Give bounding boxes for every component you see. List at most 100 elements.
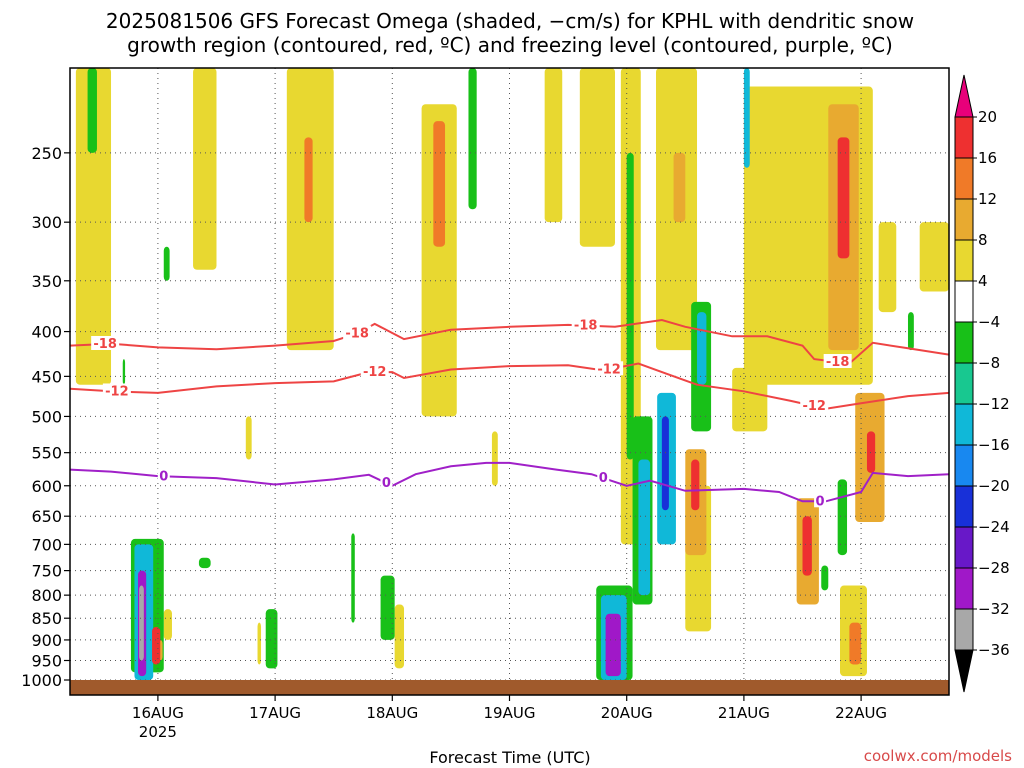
y-tick-label: 850 <box>31 609 62 628</box>
omega-cell <box>691 459 700 511</box>
omega-cell <box>152 627 161 665</box>
colorbar-segment <box>954 485 974 528</box>
contour-label-bg <box>597 470 610 485</box>
contour-label-bg <box>595 361 624 376</box>
omega-cell <box>802 516 812 576</box>
contour-label: -18 <box>93 337 117 352</box>
omega-cell <box>75 68 112 385</box>
omega-cell <box>849 622 862 665</box>
y-tick-label: 450 <box>31 367 62 386</box>
x-tick-label: 21AUG <box>718 704 770 722</box>
contour-label: 0 <box>816 494 825 509</box>
colorbar-label: −4 <box>978 313 1000 331</box>
colorbar-label: −36 <box>978 641 1010 659</box>
contour-label: -18 <box>826 355 850 370</box>
omega-cell <box>139 585 144 661</box>
contour-label-bg <box>343 325 372 340</box>
colorbar-label: 4 <box>978 272 988 290</box>
omega-cell <box>304 137 313 223</box>
omega-cell <box>743 68 750 168</box>
contour-label-bg <box>571 317 600 332</box>
omega-cell <box>919 222 949 292</box>
terrain-band <box>70 680 949 695</box>
contour-label: 0 <box>382 476 391 491</box>
x-axis-label: Forecast Time (UTC) <box>429 748 590 767</box>
y-tick-label: 550 <box>31 444 62 463</box>
x-tick-label: 18AUG <box>366 704 418 722</box>
colorbar-segment <box>954 403 974 446</box>
y-tick-label: 1000 <box>21 671 62 690</box>
y-tick-label: 800 <box>31 586 62 605</box>
omega-cell <box>821 565 829 591</box>
omega-cell <box>544 68 563 223</box>
y-tick-label: 900 <box>31 631 62 650</box>
contour-label: -12 <box>597 362 621 377</box>
x-tick-label: 20AUG <box>601 704 653 722</box>
colorbar-label: −32 <box>978 600 1010 618</box>
x-tick-sublabel: 2025 <box>139 723 177 741</box>
colorbar-segment <box>954 116 974 159</box>
contour-label-bg <box>380 475 393 490</box>
omega-cell <box>866 431 876 473</box>
omega-cell <box>837 479 848 556</box>
contour-label-bg <box>814 493 827 508</box>
colorbar-label: −8 <box>978 354 1000 372</box>
colorbar-label: 20 <box>978 108 997 126</box>
colorbar-label: 12 <box>978 190 997 208</box>
omega-cell <box>122 359 126 385</box>
omega-cell <box>638 459 651 596</box>
colorbar-label: −24 <box>978 518 1010 536</box>
colorbar-label: −20 <box>978 477 1010 495</box>
colorbar-label: −28 <box>978 559 1010 577</box>
omega-cell <box>605 613 621 677</box>
contour-label-bg <box>91 335 120 350</box>
contour-lines: -18 -18 -18 -18 -12 -12 -12 -12 0 0 0 0 <box>70 317 949 509</box>
omega-cell <box>265 609 278 669</box>
y-tick-label: 250 <box>31 144 62 163</box>
contour-label: 0 <box>599 471 608 486</box>
colorbar-segment <box>954 157 974 200</box>
omega-cell <box>837 137 850 259</box>
y-tick-label: 700 <box>31 535 62 554</box>
colorbar-segment <box>954 362 974 405</box>
y-tick-label: 350 <box>31 272 62 291</box>
omega-cell <box>193 68 217 270</box>
omega-cell <box>661 416 669 511</box>
omega-cell <box>87 68 97 153</box>
colorbar-segment <box>954 198 974 241</box>
x-tick-label: 17AUG <box>249 704 301 722</box>
colorbar-segment <box>954 444 974 487</box>
colorbar-segment <box>954 526 974 569</box>
contour-label: -18 <box>574 319 598 334</box>
x-tick-label: 19AUG <box>484 704 536 722</box>
omega-cell <box>245 416 252 460</box>
colorbar: 20 16 12 8 4 −4 −8 −12 −16 −20 −24 −28 −32 −36 <box>954 74 1010 693</box>
colorbar-top-arrow <box>954 74 974 118</box>
y-tick-label: 750 <box>31 562 62 581</box>
omega-cell <box>198 557 211 569</box>
colorbar-segment <box>954 321 974 364</box>
contour-label-bg <box>102 383 131 398</box>
contour-label: -12 <box>802 399 826 414</box>
omega-cell <box>394 604 405 669</box>
omega-cell <box>257 622 262 665</box>
omega-cell <box>380 575 395 640</box>
omega-cell <box>626 152 634 460</box>
colorbar-segment <box>954 608 974 651</box>
contour-label-bg <box>823 354 852 369</box>
omega-shading <box>75 68 949 680</box>
colorbar-segment <box>954 239 974 282</box>
y-tick-label: 600 <box>31 477 62 496</box>
chart-title-line2: growth region (contoured, red, ºC) and f… <box>127 33 893 57</box>
x-tick-label: 22AUG <box>835 704 887 722</box>
colorbar-bottom-arrow <box>954 649 974 693</box>
omega-cell <box>673 152 686 223</box>
colorbar-label: 8 <box>978 231 988 249</box>
credit-text: coolwx.com/models <box>864 747 1012 765</box>
omega-cell <box>351 533 355 623</box>
colorbar-segment <box>954 567 974 610</box>
contour-label-bg <box>800 398 829 413</box>
omega-cell <box>579 68 615 247</box>
contour-label: -12 <box>105 384 129 399</box>
